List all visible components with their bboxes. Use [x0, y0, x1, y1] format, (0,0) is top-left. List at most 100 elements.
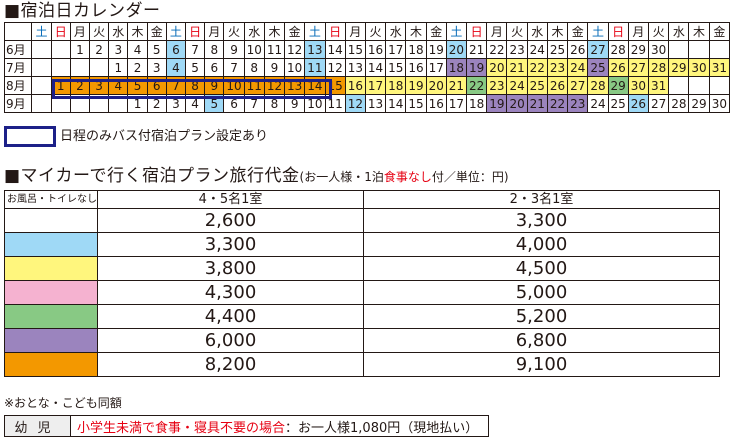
weekday-cell: 木: [688, 22, 710, 41]
day-cell: 27: [587, 40, 609, 59]
day-cell: [50, 94, 71, 113]
day-cell: 3: [165, 94, 187, 113]
price-2-3-persons: 4,000: [363, 232, 720, 257]
day-cell: 2: [88, 40, 110, 59]
day-cell: 12: [324, 58, 346, 77]
day-cell: 23: [486, 76, 508, 95]
day-cell: 7: [185, 40, 206, 59]
day-cell: [708, 40, 730, 59]
day-cell: 21: [506, 58, 528, 77]
day-cell: 27: [567, 76, 589, 95]
day-cell: 15: [385, 58, 407, 77]
day-cell: 24: [567, 58, 589, 77]
price-4-5-persons: 3,300: [97, 232, 364, 257]
weekday-cell: 日: [607, 22, 629, 41]
day-cell: 5: [127, 76, 148, 95]
weekday-cell: 火: [364, 22, 387, 41]
price-row: 3,300 4,000: [4, 232, 720, 257]
day-cell: 20: [506, 94, 528, 113]
price-4-5-persons: 4,300: [97, 280, 364, 305]
day-cell: 30: [688, 58, 710, 77]
weekday-cell: 水: [526, 22, 548, 41]
price-4-5-persons: 8,200: [97, 352, 364, 377]
day-cell: [668, 40, 690, 59]
price-2-3-persons: 9,100: [363, 352, 720, 377]
price-row: 6,000 6,800: [4, 328, 720, 353]
day-cell: 9: [223, 40, 245, 59]
day-cell: 18: [405, 40, 427, 59]
day-cell: 24: [526, 40, 548, 59]
infant-table: 幼児 小学生未満で食事・寝具不要の場合：お一人様1,080円（現地払い）: [4, 415, 489, 437]
day-cell: 8: [204, 40, 225, 59]
day-cell: 7: [243, 94, 265, 113]
color-swatch: [4, 232, 98, 257]
day-cell: 21: [466, 40, 488, 59]
day-cell: 16: [425, 94, 447, 113]
weekday-cell: 木: [405, 22, 427, 41]
price-4-5-persons: 2,600: [97, 208, 364, 233]
day-cell: 8: [263, 94, 286, 113]
same-price-note: ※おとな・こども同額: [4, 396, 122, 410]
price-2-3-persons: 5,000: [363, 280, 720, 305]
weekday-cell: 火: [88, 22, 110, 41]
weekday-cell: 土: [165, 22, 187, 41]
day-cell: [50, 58, 71, 77]
day-cell: 4: [165, 58, 187, 77]
color-swatch: [4, 328, 98, 353]
day-cell: 19: [486, 94, 508, 113]
color-swatch: [4, 352, 98, 377]
day-cell: 1: [108, 58, 129, 77]
day-cell: 30: [648, 40, 670, 59]
day-cell: 31: [708, 58, 730, 77]
price-4-5-persons: 4,400: [97, 304, 364, 329]
weekday-cell: 木: [263, 22, 286, 41]
day-cell: 3: [88, 76, 110, 95]
day-cell: 1: [127, 94, 148, 113]
month-row: 8月 1 2 3 4 5 6 7 8 9 10 11 12 13 14 15 16 17 18 19 20 21 22 23 2…: [3, 76, 730, 95]
day-cell: 24: [506, 76, 528, 95]
price-2-3-persons: 6,800: [363, 328, 720, 353]
day-cell: 14: [385, 94, 407, 113]
day-cell: 2: [69, 76, 91, 95]
day-cell: 16: [405, 58, 427, 77]
price-row: 8,200 9,100: [4, 352, 720, 377]
day-cell: 5: [146, 40, 167, 59]
day-cell: 26: [567, 40, 589, 59]
header-4-5-persons: 4・5名1室: [97, 190, 364, 209]
calendar-title: ■宿泊日カレンダー: [4, 1, 161, 21]
weekday-cell: 木: [127, 22, 148, 41]
day-cell: 24: [587, 94, 609, 113]
day-cell: 6: [165, 40, 187, 59]
weekday-row: 土日月火水木金土日月火水木金土日月火水木金土日月火水木金土日月火水木金: [3, 22, 730, 41]
weekday-cell: 土: [587, 22, 609, 41]
day-cell: 22: [486, 40, 508, 59]
weekday-cell: 月: [627, 22, 650, 41]
day-cell: 27: [627, 58, 650, 77]
day-cell: 13: [284, 76, 306, 95]
day-cell: [688, 76, 710, 95]
weekday-cell: 日: [50, 22, 71, 41]
day-cell: [31, 58, 52, 77]
day-cell: 23: [567, 94, 589, 113]
weekday-cell: 金: [425, 22, 447, 41]
day-cell: 20: [486, 58, 508, 77]
weekday-cell: 月: [486, 22, 508, 41]
day-cell: [88, 94, 110, 113]
day-cell: 23: [506, 40, 528, 59]
header-2-3-persons: 2・3名1室: [363, 190, 720, 209]
weekday-cell: 金: [284, 22, 306, 41]
color-swatch: [4, 280, 98, 305]
day-cell: 22: [526, 58, 548, 77]
day-cell: 14: [324, 40, 346, 59]
day-cell: 7: [165, 76, 187, 95]
day-cell: 19: [425, 40, 447, 59]
weekday-cell: 金: [567, 22, 589, 41]
weekday-cell: 木: [546, 22, 569, 41]
price-2-3-persons: 3,300: [363, 208, 720, 233]
day-cell: [31, 40, 52, 59]
price-2-3-persons: 4,500: [363, 256, 720, 281]
month-label: 8月: [3, 76, 33, 95]
day-cell: 10: [304, 94, 326, 113]
day-cell: 9: [284, 94, 306, 113]
day-cell: 28: [648, 58, 670, 77]
